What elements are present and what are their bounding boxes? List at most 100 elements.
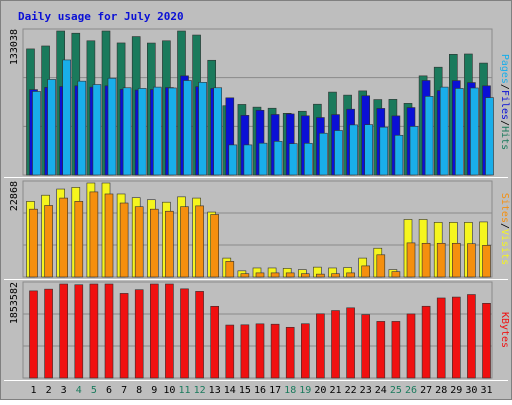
x-tick-label-day-5: 5 bbox=[91, 385, 97, 396]
bar-kbytes-day-21 bbox=[331, 310, 340, 379]
x-tick-label-day-4: 4 bbox=[76, 385, 82, 396]
legend-separator: / bbox=[499, 84, 510, 90]
bar-sites-day-22 bbox=[346, 272, 355, 278]
y-axis-max-label: 133038 bbox=[9, 29, 20, 65]
bar-pages-day-14 bbox=[228, 144, 238, 176]
x-tick-label-day-16: 16 bbox=[254, 385, 266, 396]
bar-sites-day-4 bbox=[74, 201, 84, 278]
bar-sites-day-16 bbox=[255, 272, 265, 278]
x-tick-label-day-29: 29 bbox=[450, 385, 462, 396]
bar-sites-day-24 bbox=[376, 254, 386, 278]
x-tick-label-day-15: 15 bbox=[239, 385, 251, 396]
bar-pages-day-10 bbox=[168, 87, 177, 176]
bar-kbytes-day-9 bbox=[150, 283, 159, 379]
bar-sites-day-29 bbox=[451, 242, 461, 278]
bar-pages-day-5 bbox=[92, 84, 102, 176]
legend-sites: Sites bbox=[499, 193, 510, 223]
bar-pages-day-23 bbox=[364, 124, 374, 176]
x-tick-label-day-27: 27 bbox=[420, 385, 432, 396]
bar-pages-day-13 bbox=[213, 87, 222, 176]
bar-pages-day-21 bbox=[334, 130, 343, 176]
bar-pages-day-8 bbox=[137, 88, 147, 176]
x-tick-label-day-12: 12 bbox=[194, 385, 206, 396]
x-tick-label-day-25: 25 bbox=[390, 385, 402, 396]
bar-sites-day-7 bbox=[119, 202, 129, 278]
x-tick-label-day-17: 17 bbox=[269, 385, 281, 396]
bar-sites-day-20 bbox=[316, 273, 325, 278]
bar-pages-day-19 bbox=[303, 142, 313, 176]
x-tick-label-day-22: 22 bbox=[345, 385, 357, 396]
bar-kbytes-day-16 bbox=[255, 323, 265, 379]
bar-pages-day-29 bbox=[454, 88, 464, 176]
bar-sites-day-3 bbox=[59, 197, 69, 278]
legend-files: Files bbox=[499, 90, 510, 120]
bar-sites-day-14 bbox=[225, 261, 235, 278]
bar-pages-day-28 bbox=[439, 86, 449, 176]
bar-kbytes-day-1 bbox=[29, 290, 38, 379]
x-tick-label-day-19: 19 bbox=[299, 385, 311, 396]
bar-pages-day-31 bbox=[485, 97, 494, 176]
bar-sites-day-11 bbox=[180, 206, 189, 278]
bar-pages-day-20 bbox=[319, 132, 328, 176]
bar-sites-day-31 bbox=[482, 245, 491, 278]
x-tick-label-day-30: 30 bbox=[465, 385, 477, 396]
x-tick-label-day-10: 10 bbox=[163, 385, 175, 396]
x-tick-label-day-7: 7 bbox=[121, 385, 127, 396]
x-tick-label-day-13: 13 bbox=[209, 385, 221, 396]
x-tick-label-day-20: 20 bbox=[314, 385, 326, 396]
bar-kbytes-day-7 bbox=[119, 293, 129, 379]
legend-pages: Pages bbox=[499, 54, 510, 84]
bar-pages-day-3 bbox=[62, 59, 72, 176]
x-tick-label-day-11: 11 bbox=[178, 385, 190, 396]
bar-pages-day-24 bbox=[379, 126, 389, 176]
bar-sites-day-10 bbox=[165, 210, 174, 278]
bar-sites-day-2 bbox=[44, 205, 53, 278]
bar-sites-day-1 bbox=[29, 208, 38, 278]
x-tick-label-day-3: 3 bbox=[61, 385, 67, 396]
bar-pages-day-22 bbox=[349, 124, 358, 176]
bar-kbytes-day-14 bbox=[225, 324, 235, 379]
bar-kbytes-day-6 bbox=[104, 283, 114, 379]
bar-kbytes-day-13 bbox=[210, 305, 219, 379]
x-tick-label-day-24: 24 bbox=[375, 385, 387, 396]
bar-sites-day-23 bbox=[361, 265, 371, 278]
legend-hits: Hits bbox=[499, 126, 510, 150]
bar-kbytes-day-22 bbox=[346, 307, 355, 379]
bar-sites-day-27 bbox=[421, 242, 431, 278]
x-tick-label-day-21: 21 bbox=[329, 385, 341, 396]
bar-kbytes-day-30 bbox=[467, 294, 476, 379]
bar-pages-day-25 bbox=[394, 134, 404, 176]
bar-sites-day-15 bbox=[240, 273, 250, 278]
x-tick-label-day-8: 8 bbox=[136, 385, 142, 396]
bar-pages-day-1 bbox=[32, 91, 41, 176]
bar-pages-day-30 bbox=[470, 87, 479, 176]
bar-kbytes-day-23 bbox=[361, 314, 371, 379]
bar-sites-day-6 bbox=[104, 193, 114, 278]
x-tick-label-day-2: 2 bbox=[46, 385, 52, 396]
x-tick-label-day-26: 26 bbox=[405, 385, 417, 396]
bar-kbytes-day-4 bbox=[74, 284, 84, 379]
bar-kbytes-day-20 bbox=[316, 313, 325, 379]
bar-kbytes-day-27 bbox=[421, 305, 431, 379]
bar-kbytes-day-11 bbox=[180, 288, 189, 379]
bar-kbytes-day-17 bbox=[270, 323, 280, 379]
legend-visits: Visits bbox=[499, 229, 510, 265]
x-tick-label-day-14: 14 bbox=[224, 385, 236, 396]
legend-separator: / bbox=[499, 120, 510, 126]
x-tick-label-day-1: 1 bbox=[30, 385, 36, 396]
right-legend-label: Sites/Visits bbox=[499, 193, 510, 265]
legend-separator: / bbox=[499, 223, 510, 229]
x-tick-label-day-9: 9 bbox=[151, 385, 157, 396]
bar-pages-day-9 bbox=[153, 86, 162, 176]
bar-pages-day-11 bbox=[183, 80, 192, 176]
bar-sites-day-9 bbox=[150, 208, 159, 278]
bar-sites-day-5 bbox=[89, 191, 99, 278]
bar-pages-day-6 bbox=[107, 77, 117, 176]
right-legend-label: KBytes bbox=[499, 312, 510, 348]
bar-kbytes-day-15 bbox=[240, 324, 250, 379]
bar-kbytes-day-2 bbox=[44, 288, 53, 379]
legend-kbytes: KBytes bbox=[499, 312, 510, 348]
bar-pages-day-12 bbox=[198, 82, 207, 176]
